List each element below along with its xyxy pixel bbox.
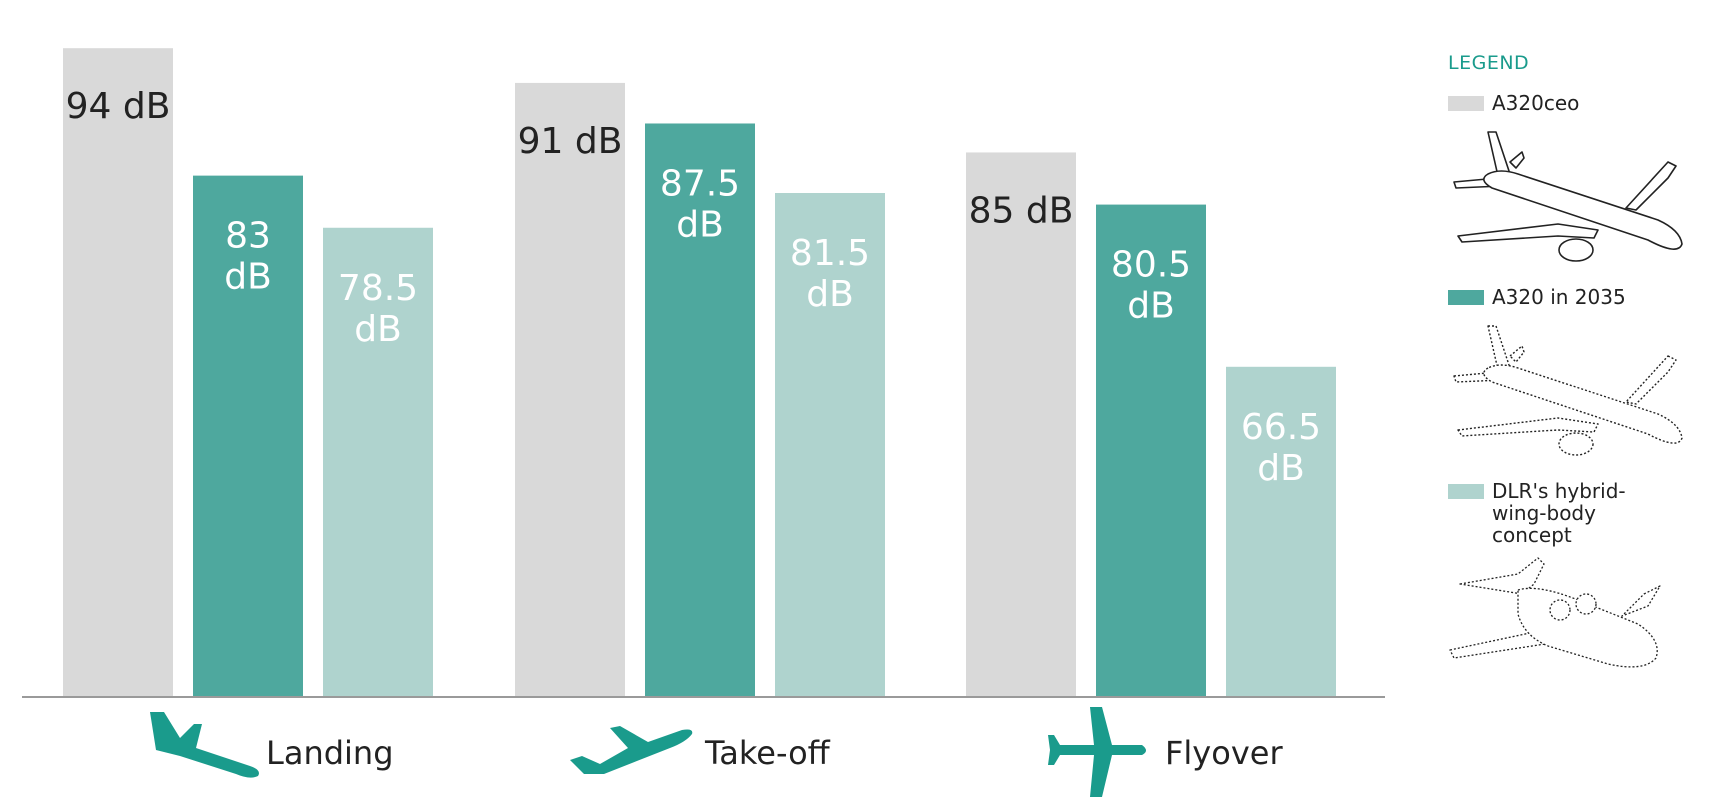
- bar-landing-2: [323, 227, 433, 698]
- legend-label: DLR's hybrid-wing-body concept: [1492, 479, 1626, 547]
- legend-item-a320ceo: A320ceo: [1448, 92, 1718, 272]
- bar-landing-0: [63, 48, 173, 697]
- bar-chart: 94 dB 83 dB 78.5 dB 91 dB 87.5 dB 81.5 dB 85 dB 80.…: [22, 48, 1385, 797]
- value-label: 66.5 dB: [1241, 407, 1321, 489]
- bar-take-off-1: [645, 123, 755, 697]
- legend: LEGEND A320ceo A320 in 2035: [1448, 52, 1718, 674]
- hybrid-wing-body-aircraft-icon: [1449, 557, 1661, 668]
- value-label: 78.5 dB: [338, 268, 418, 350]
- a320-2035-aircraft-icon: [1453, 325, 1683, 456]
- legend-label: A320 in 2035: [1492, 285, 1626, 309]
- category-label-flyover: Flyover: [1165, 734, 1283, 772]
- legend-swatch: [1448, 96, 1484, 111]
- value-labels-group: 94 dB 83 dB 78.5 dB 91 dB 87.5 dB 81.5 dB 85 dB 80.…: [66, 86, 1321, 489]
- value-label: 94 dB: [66, 86, 171, 127]
- a320ceo-aircraft-icon: [1453, 131, 1683, 262]
- value-label: 83 dB: [224, 216, 272, 298]
- legend-title: LEGEND: [1448, 52, 1530, 74]
- value-label: 91 dB: [518, 121, 623, 162]
- bar-flyover-0: [966, 152, 1076, 698]
- value-label: 87.5 dB: [660, 163, 740, 245]
- value-label: 80.5 dB: [1111, 245, 1191, 327]
- legend-item-a320-2035: A320 in 2035: [1448, 286, 1718, 466]
- value-label: 85 dB: [969, 190, 1074, 231]
- category-labels-group: Landing Take-off Flyover: [150, 707, 1283, 797]
- bar-flyover-2: [1226, 366, 1336, 697]
- bars-group: [63, 48, 1336, 698]
- legend-swatch: [1448, 290, 1484, 305]
- flyover-plane-icon: [1048, 707, 1146, 797]
- category-label-take-off: Take-off: [704, 734, 831, 772]
- takeoff-plane-icon: [570, 726, 693, 774]
- bar-take-off-0: [515, 82, 625, 698]
- legend-item-hybrid-wing-body: DLR's hybrid-wing-body concept: [1448, 480, 1718, 674]
- landing-plane-icon: [150, 712, 259, 778]
- legend-label: A320ceo: [1492, 91, 1580, 115]
- bar-landing-1: [193, 175, 303, 697]
- category-label-landing: Landing: [266, 734, 394, 772]
- bar-flyover-1: [1096, 204, 1206, 697]
- value-label: 81.5 dB: [790, 233, 870, 315]
- bar-take-off-2: [775, 193, 885, 697]
- legend-swatch: [1448, 484, 1484, 499]
